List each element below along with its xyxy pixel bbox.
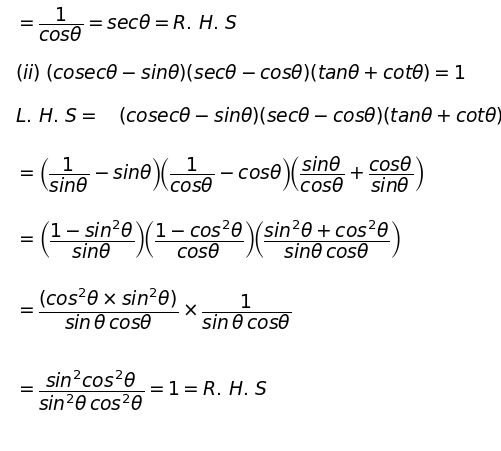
Text: $= \dfrac{(cos^{2}\theta \times sin^{2}\theta)}{sin\,\theta\,cos\theta} \times \: $= \dfrac{(cos^{2}\theta \times sin^{2}\… (15, 286, 291, 331)
Text: $(ii)\;(cosec\theta - sin\theta)(sec\theta - cos\theta)(tan\theta + cot\theta) =: $(ii)\;(cosec\theta - sin\theta)(sec\the… (15, 62, 464, 83)
Text: $= \dfrac{1}{cos\theta} = sec\theta = R.\,H.\,S$: $= \dfrac{1}{cos\theta} = sec\theta = R.… (15, 5, 238, 44)
Text: $= \dfrac{sin^{2}cos^{2}\theta}{sin^{2}\theta\,cos^{2}\theta} = 1 = R.\,H.\,S$: $= \dfrac{sin^{2}cos^{2}\theta}{sin^{2}\… (15, 368, 268, 413)
Text: $L.\,H.\,S = \quad (cosec\theta - sin\theta)(sec\theta - cos\theta)(tan\theta + : $L.\,H.\,S = \quad (cosec\theta - sin\th… (15, 105, 501, 125)
Text: $= \left(\dfrac{1}{sin\theta} - sin\theta\right)\!\left(\dfrac{1}{cos\theta} - c: $= \left(\dfrac{1}{sin\theta} - sin\thet… (15, 154, 423, 193)
Text: $= \left(\dfrac{1 - sin^{2}\theta}{sin\theta}\right)\!\left(\dfrac{1 - cos^{2}\t: $= \left(\dfrac{1 - sin^{2}\theta}{sin\t… (15, 218, 400, 260)
